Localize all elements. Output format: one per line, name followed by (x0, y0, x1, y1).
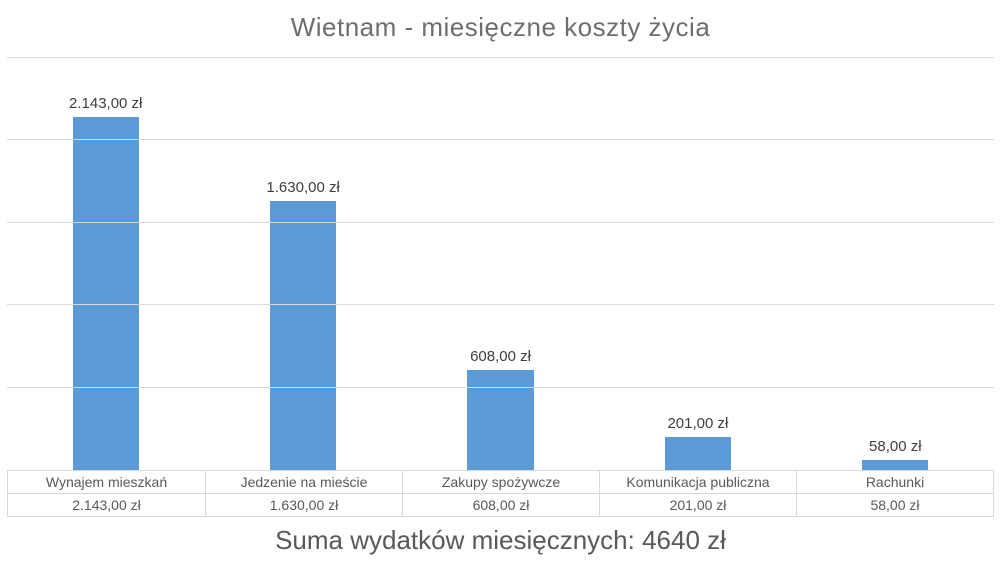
gridline (7, 139, 994, 141)
chart-data-table: Wynajem mieszkań Jedzenie na mieście Zakup… (7, 470, 994, 517)
bar-slot: 58,00 zł (797, 58, 994, 470)
table-category-cell: Jedzenie na mieście (205, 471, 402, 493)
bar-series: 2.143,00 zł 1.630,00 zł 608,00 zł 201,00 zł… (7, 58, 994, 470)
table-category-cell: Rachunki (796, 471, 993, 493)
table-value-cell: 201,00 zł (599, 493, 796, 516)
chart-title: Wietnam - miesięczne koszty życia (290, 12, 711, 42)
bar-value-label: 2.143,00 zł (69, 94, 143, 112)
gridline (7, 386, 994, 388)
table-category-cell: Komunikacja publiczna (599, 471, 796, 493)
table-value-cell: 58,00 zł (796, 493, 993, 516)
bar (270, 201, 337, 470)
bar (862, 460, 929, 470)
bar-value-label: 1.630,00 zł (266, 179, 340, 197)
bar-slot: 201,00 zł (599, 58, 796, 470)
bar (664, 436, 731, 470)
table-category-cell: Zakupy spożywcze (402, 471, 599, 493)
table-category-cell: Wynajem mieszkań (45, 474, 168, 490)
table-value-cell: 608,00 zł (402, 493, 599, 516)
bar-value-label: 58,00 zł (869, 438, 922, 456)
plot-area: 2.143,00 zł 1.630,00 zł 608,00 zł 201,00 zł… (7, 57, 994, 471)
summary-total-text: Suma wydatków miesięcznych: 4640 zł (275, 525, 726, 555)
gridline (7, 221, 994, 223)
gridline (7, 57, 994, 58)
table-value-cell: 2.143,00 zł (8, 493, 205, 516)
gridline (7, 304, 994, 306)
bar-slot: 2.143,00 zł (7, 58, 204, 470)
bar-value-label: 201,00 zł (667, 414, 729, 432)
bar-slot: 608,00 zł (402, 58, 599, 470)
bar (467, 369, 534, 470)
table-value-cell: 1.630,00 zł (205, 493, 402, 516)
bar-value-label: 608,00 zł (470, 347, 531, 365)
bar (72, 116, 139, 470)
bar-slot: 1.630,00 zł (204, 58, 401, 470)
